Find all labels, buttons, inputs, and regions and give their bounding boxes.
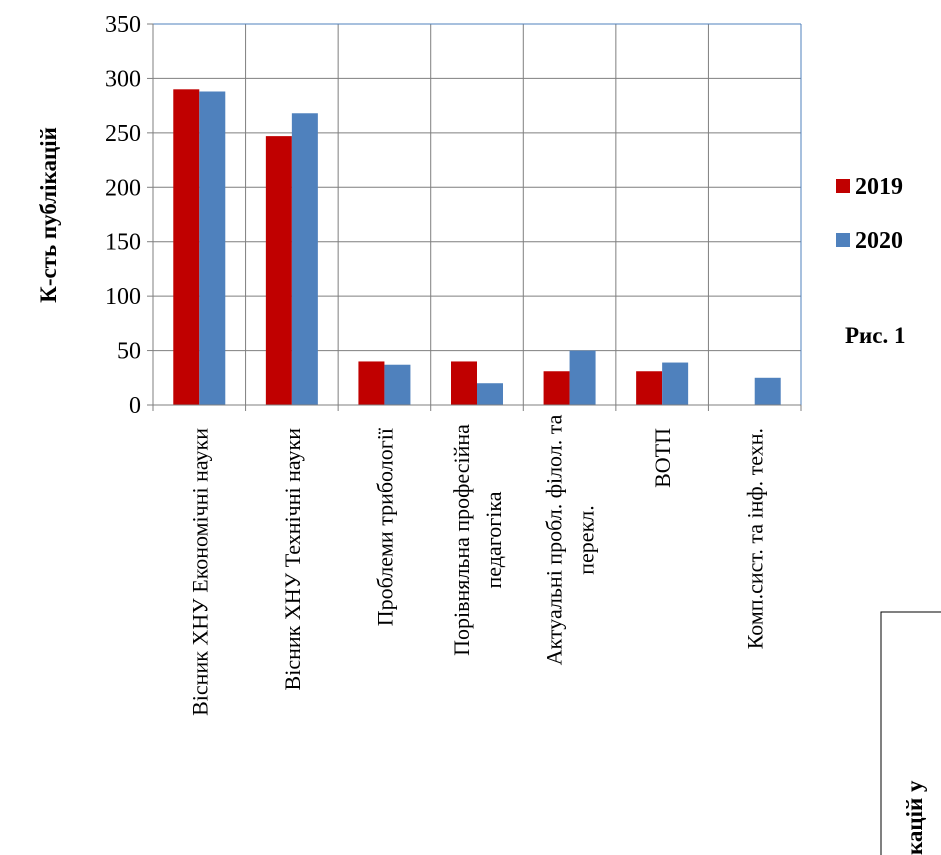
bar-2019-3 (358, 361, 385, 405)
bar-2020-1 (199, 91, 226, 406)
y-tick-label: 50 (117, 339, 141, 365)
x-category-label: Вісник ХНУ Технічні науки (280, 428, 305, 691)
bar-2020-3 (384, 364, 411, 405)
neighbor-chart-frame (880, 611, 941, 855)
x-category-label: Комп.сист. та інф. техн. (743, 428, 768, 649)
bar-2020-4 (477, 383, 503, 405)
y-tick-label: 150 (105, 230, 141, 256)
y-tick-label: 200 (105, 175, 141, 201)
bars (173, 89, 781, 406)
neighbor-axis-title-fragment: кацій у (902, 780, 927, 855)
axes (147, 23, 802, 411)
legend-label-2020: 2020 (855, 228, 903, 254)
x-category-label: ВОТП (650, 428, 675, 488)
bar-2020-7 (754, 377, 781, 405)
y-tick-label: 250 (105, 121, 141, 147)
x-category-labels: Вісник ХНУ Економічні науки Вісник ХНУ Те… (187, 414, 767, 715)
legend-swatch-2020 (836, 233, 850, 247)
x-category-label: перекл. (574, 505, 599, 574)
bar-2020-6 (662, 362, 689, 405)
bar-2019-1 (173, 89, 200, 406)
bar-2020-5 (569, 350, 596, 405)
x-category-label: Актуальні пробл. філол. та (542, 414, 567, 665)
x-category-label: педагогіка (481, 491, 506, 588)
x-category-label: Вісник ХНУ Економічні науки (187, 428, 212, 716)
x-category-label: Проблеми трибології (372, 427, 397, 626)
y-axis-title: К-сть публікацій (36, 127, 61, 303)
bar-2019-2 (265, 136, 292, 405)
legend-label-2019: 2019 (855, 174, 903, 200)
bar-2019-5 (543, 371, 570, 405)
y-tick-label: 0 (129, 393, 141, 419)
legend: 2019 2020 (836, 174, 903, 254)
figure-caption-fragment: Рис. 1 (845, 323, 906, 348)
bar-2019-4 (451, 361, 477, 405)
grid-lines (153, 23, 801, 405)
legend-swatch-2019 (836, 179, 850, 193)
y-tick-label: 100 (105, 284, 141, 310)
bar-2019-6 (636, 371, 663, 405)
y-tick-label: 300 (105, 66, 141, 92)
x-category-label: Порівняльна професійна (449, 424, 474, 656)
bar-2020-2 (291, 113, 318, 406)
y-tick-labels: 0 50 100 150 200 250 300 350 (105, 12, 141, 419)
y-tick-label: 350 (105, 12, 141, 38)
